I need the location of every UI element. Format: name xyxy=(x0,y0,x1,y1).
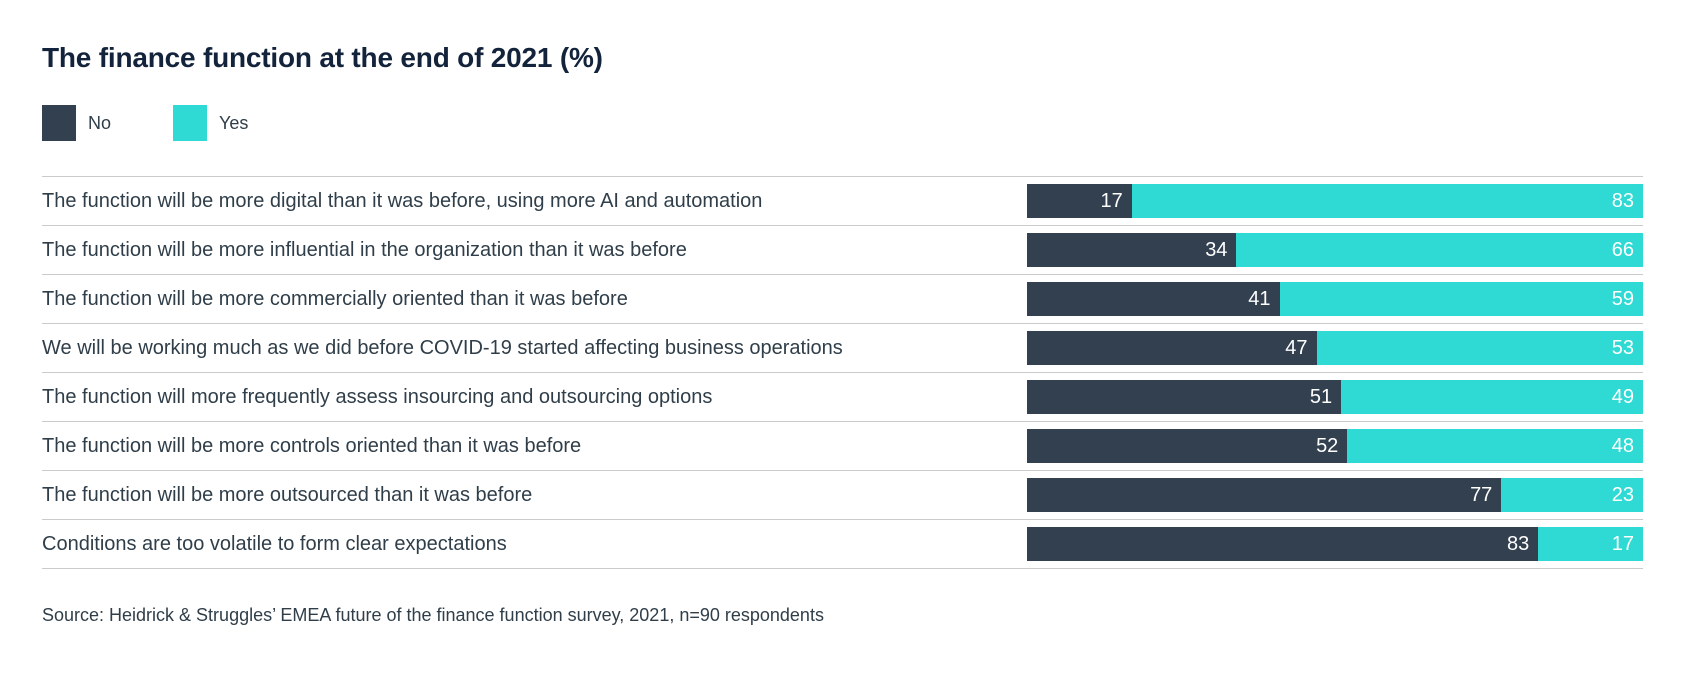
value-label: 77 xyxy=(1470,483,1493,506)
value-label: 59 xyxy=(1611,287,1634,310)
stacked-bar: 34 66 xyxy=(1027,233,1643,267)
category-label: We will be working much as we did before… xyxy=(42,336,843,359)
source-note: Source: Heidrick & Struggles’ EMEA futur… xyxy=(42,605,824,625)
bar-segment-yes: 66 xyxy=(1236,233,1643,267)
legend-item-yes: Yes xyxy=(173,105,248,141)
bar-segment-yes: 83 xyxy=(1131,184,1643,218)
chart-row: The function will be more controls orien… xyxy=(42,421,1643,470)
category-label: The function will be more controls orien… xyxy=(42,434,582,457)
stacked-bar: 83 17 xyxy=(1027,527,1643,561)
stacked-bar: 47 53 xyxy=(1027,331,1643,365)
value-label: 23 xyxy=(1611,483,1634,506)
chart-row: The function will be more digital than i… xyxy=(42,176,1643,225)
category-label: The function will be more outsourced tha… xyxy=(42,483,533,506)
stacked-bar: 51 49 xyxy=(1027,380,1643,414)
category-label: The function will more frequently assess… xyxy=(42,385,713,408)
bar-segment-no: 34 xyxy=(1027,233,1237,267)
category-label: Conditions are too volatile to form clea… xyxy=(42,532,507,555)
chart-row: The function will be more outsourced tha… xyxy=(42,470,1643,519)
bar-segment-yes: 53 xyxy=(1316,331,1643,365)
value-label: 49 xyxy=(1611,385,1634,408)
bar-segment-yes: 17 xyxy=(1538,527,1643,561)
stacked-bar: 52 48 xyxy=(1027,429,1643,463)
chart-rows: The function will be more digital than i… xyxy=(42,176,1643,569)
value-label: 17 xyxy=(1100,189,1123,212)
value-label: 34 xyxy=(1205,238,1228,261)
value-label: 53 xyxy=(1611,336,1634,359)
chart-row: The function will more frequently assess… xyxy=(42,372,1643,421)
bar-segment-no: 47 xyxy=(1027,331,1317,365)
value-label: 83 xyxy=(1611,189,1634,212)
value-label: 51 xyxy=(1309,385,1333,408)
stacked-bar: 17 83 xyxy=(1027,184,1643,218)
value-label: 17 xyxy=(1611,532,1634,555)
category-label: The function will be more digital than i… xyxy=(42,189,763,212)
legend: No Yes xyxy=(42,104,1701,142)
chart-row: The function will be more commercially o… xyxy=(42,274,1643,323)
page-title: The finance function at the end of 2021 … xyxy=(42,42,603,73)
bar-segment-yes: 59 xyxy=(1279,282,1643,316)
bar-segment-yes: 23 xyxy=(1501,478,1643,512)
value-label: 83 xyxy=(1507,532,1530,555)
legend-swatch-yes xyxy=(173,105,208,141)
stacked-bar-chart: The function will be more digital than i… xyxy=(42,176,1643,569)
category-label: The function will be more influential in… xyxy=(42,238,687,261)
value-label: 52 xyxy=(1316,434,1339,457)
bar-segment-no: 52 xyxy=(1027,429,1348,463)
bar-segment-no: 17 xyxy=(1027,184,1132,218)
chart-row: We will be working much as we did before… xyxy=(42,323,1643,372)
legend-label-yes: Yes xyxy=(219,112,249,133)
value-label: 66 xyxy=(1611,238,1634,261)
value-label: 47 xyxy=(1285,336,1308,359)
chart-row: Conditions are too volatile to form clea… xyxy=(42,519,1643,569)
stacked-bar: 77 23 xyxy=(1027,478,1643,512)
bar-segment-no: 83 xyxy=(1027,527,1539,561)
bar-segment-no: 41 xyxy=(1027,282,1280,316)
bar-segment-no: 51 xyxy=(1027,380,1342,414)
value-label: 48 xyxy=(1611,434,1634,457)
bar-segment-yes: 48 xyxy=(1347,429,1643,463)
stacked-bar: 41 59 xyxy=(1027,282,1643,316)
legend-swatch-no xyxy=(42,105,76,141)
category-label: The function will be more commercially o… xyxy=(42,287,628,310)
legend-label-no: No xyxy=(88,112,112,133)
bar-segment-yes: 49 xyxy=(1341,380,1643,414)
bar-segment-no: 77 xyxy=(1027,478,1502,512)
value-label: 41 xyxy=(1248,287,1271,310)
chart-row: The function will be more influential in… xyxy=(42,225,1643,274)
legend-item-no: No xyxy=(42,105,111,141)
